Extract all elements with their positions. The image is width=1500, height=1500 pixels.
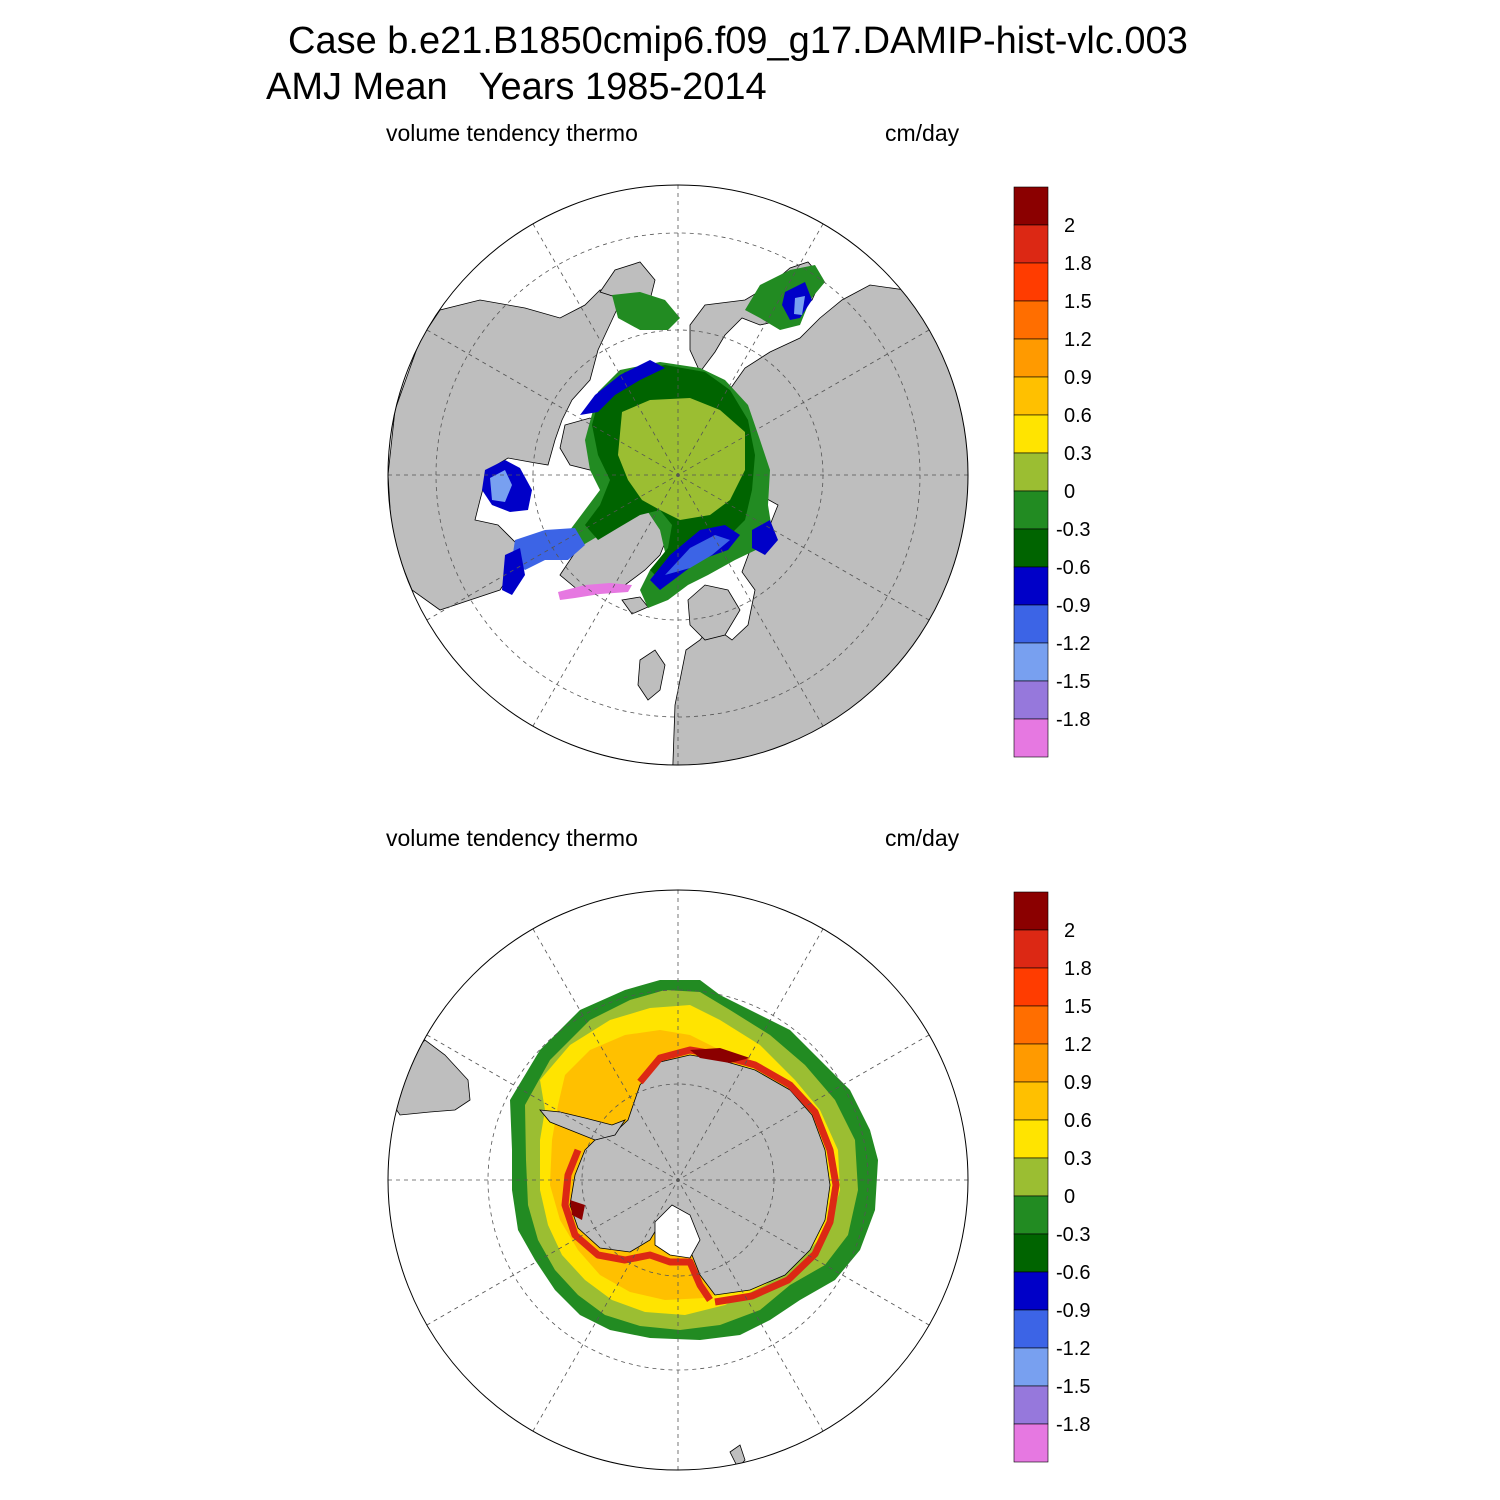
north-colorbar-box-9 — [1013, 528, 1049, 568]
south-colorbar-label: 0 — [1064, 1186, 1075, 1208]
north-colorbar-label: 2 — [1064, 215, 1075, 237]
north-colorbar-box-6 — [1013, 414, 1049, 454]
north-colorbar-label: 1.8 — [1064, 253, 1092, 275]
south-colorbar-box-0 — [1013, 891, 1049, 931]
north-colorbar-box-11 — [1013, 604, 1049, 644]
north-colorbar: 2 1.8 1.5 1.2 0.9 0.6 0.3 0 -0.3 -0.6 -0.9 -1.2 -1.5… — [1013, 186, 1092, 758]
south-colorbar-label: 0.9 — [1064, 1072, 1092, 1094]
south-colorbar-label: 1.2 — [1064, 1034, 1092, 1056]
north-colorbar-label: 1.5 — [1064, 291, 1092, 313]
years-label: Years 1985-2014 — [478, 66, 767, 108]
north-ice-blue-edge-pacific — [580, 360, 665, 415]
case-title: Case b.e21.B1850cmip6.f09_g17.DAMIP-hist… — [288, 20, 1188, 62]
north-panel-variable-label: volume tendency thermo — [386, 120, 638, 146]
south-colorbar-label: -0.6 — [1056, 1262, 1090, 1284]
north-colorbar-box-4 — [1013, 338, 1049, 378]
north-colorbar-label: 0.9 — [1064, 367, 1092, 389]
south-map-boundary — [387, 889, 969, 1471]
south-colorbar-label: -1.2 — [1056, 1338, 1090, 1360]
south-ice-weddell-dark-red — [690, 1048, 750, 1063]
south-polar-map — [387, 889, 969, 1471]
south-colorbar-box-13 — [1013, 1385, 1049, 1425]
north-colorbar-label: 0.6 — [1064, 405, 1092, 427]
north-graticule — [388, 185, 968, 765]
north-ice-labrador-sea — [512, 528, 585, 570]
south-land-antarctica — [569, 1054, 831, 1296]
south-graticule — [388, 890, 968, 1470]
south-colorbar-box-11 — [1013, 1309, 1049, 1349]
north-colorbar-label: -0.9 — [1056, 595, 1090, 617]
south-panel-variable-label: volume tendency thermo — [386, 825, 638, 851]
south-colorbar-box-6 — [1013, 1119, 1049, 1159]
south-colorbar-label: 1.8 — [1064, 958, 1092, 980]
north-colorbar-label: 0 — [1064, 481, 1075, 503]
north-colorbar-box-5 — [1013, 376, 1049, 416]
south-colorbar-label: 2 — [1064, 920, 1075, 942]
south-colorbar-box-5 — [1013, 1081, 1049, 1121]
south-colorbar-box-12 — [1013, 1347, 1049, 1387]
north-ice-light-blue-atlantic — [665, 535, 730, 575]
south-ice-coastal-rim-west — [561, 1148, 713, 1302]
south-colorbar-label: 0.6 — [1064, 1110, 1092, 1132]
north-colorbar-box-13 — [1013, 680, 1049, 720]
north-colorbar-box-12 — [1013, 642, 1049, 682]
south-colorbar-label: 1.5 — [1064, 996, 1092, 1018]
north-colorbar-label: -1.2 — [1056, 633, 1090, 655]
south-colorbar-label: 0.3 — [1064, 1148, 1092, 1170]
north-colorbar-box-1 — [1013, 224, 1049, 264]
south-colorbar-box-4 — [1013, 1043, 1049, 1083]
north-map-boundary — [387, 184, 969, 766]
north-colorbar-box-7 — [1013, 452, 1049, 492]
north-ice-hudson-bay-inner — [490, 470, 512, 502]
south-colorbar-label: -1.8 — [1056, 1414, 1090, 1436]
north-ice-center — [618, 398, 745, 520]
north-colorbar-box-14 — [1013, 718, 1049, 758]
south-colorbar-box-2 — [1013, 967, 1049, 1007]
north-ice-okhotsk-light — [794, 296, 805, 315]
north-colorbar-box-0 — [1013, 186, 1049, 226]
north-land-british-isles — [637, 649, 666, 701]
north-ice-labrador-edge — [502, 548, 525, 595]
north-polar-map — [387, 184, 969, 766]
south-colorbar-box-3 — [1013, 1005, 1049, 1045]
north-colorbar-label: 1.2 — [1064, 329, 1092, 351]
north-colorbar-label: -0.6 — [1056, 557, 1090, 579]
north-colorbar-label: -0.3 — [1056, 519, 1090, 541]
south-colorbar-box-7 — [1013, 1157, 1049, 1197]
south-colorbar-box-10 — [1013, 1271, 1049, 1311]
south-colorbar-label: -0.9 — [1056, 1300, 1090, 1322]
north-colorbar-box-8 — [1013, 490, 1049, 530]
north-colorbar-box-2 — [1013, 262, 1049, 302]
north-colorbar-label: -1.8 — [1056, 709, 1090, 731]
season-title: AMJ Mean Years 1985-2014 — [266, 66, 767, 109]
south-colorbar-label: -1.5 — [1056, 1376, 1090, 1398]
north-land-scandinavia — [687, 584, 741, 641]
north-colorbar-box-3 — [1013, 300, 1049, 340]
season-label: AMJ Mean — [266, 66, 448, 108]
south-colorbar-box-1 — [1013, 929, 1049, 969]
south-panel-units-label: cm/day — [885, 825, 960, 851]
north-colorbar-label: -1.5 — [1056, 671, 1090, 693]
south-colorbar-label: -0.3 — [1056, 1224, 1090, 1246]
south-colorbar-box-9 — [1013, 1233, 1049, 1273]
north-panel-units-label: cm/day — [885, 120, 960, 146]
south-colorbar: 2 1.8 1.5 1.2 0.9 0.6 0.3 0 -0.3 -0.6 -0.9 -1.2 -1.5… — [1013, 891, 1092, 1463]
south-ice-ross-dark-red — [570, 1200, 585, 1220]
north-land-north-america — [388, 289, 626, 611]
south-ice-shelf-ross — [654, 1204, 701, 1259]
south-colorbar-box-8 — [1013, 1195, 1049, 1235]
north-ice-blue-east — [752, 520, 778, 555]
south-land-new-zealand — [729, 1444, 746, 1469]
north-colorbar-box-10 — [1013, 566, 1049, 606]
north-colorbar-label: 0.3 — [1064, 443, 1092, 465]
north-ice-bering-green — [612, 292, 680, 330]
south-colorbar-box-14 — [1013, 1423, 1049, 1463]
